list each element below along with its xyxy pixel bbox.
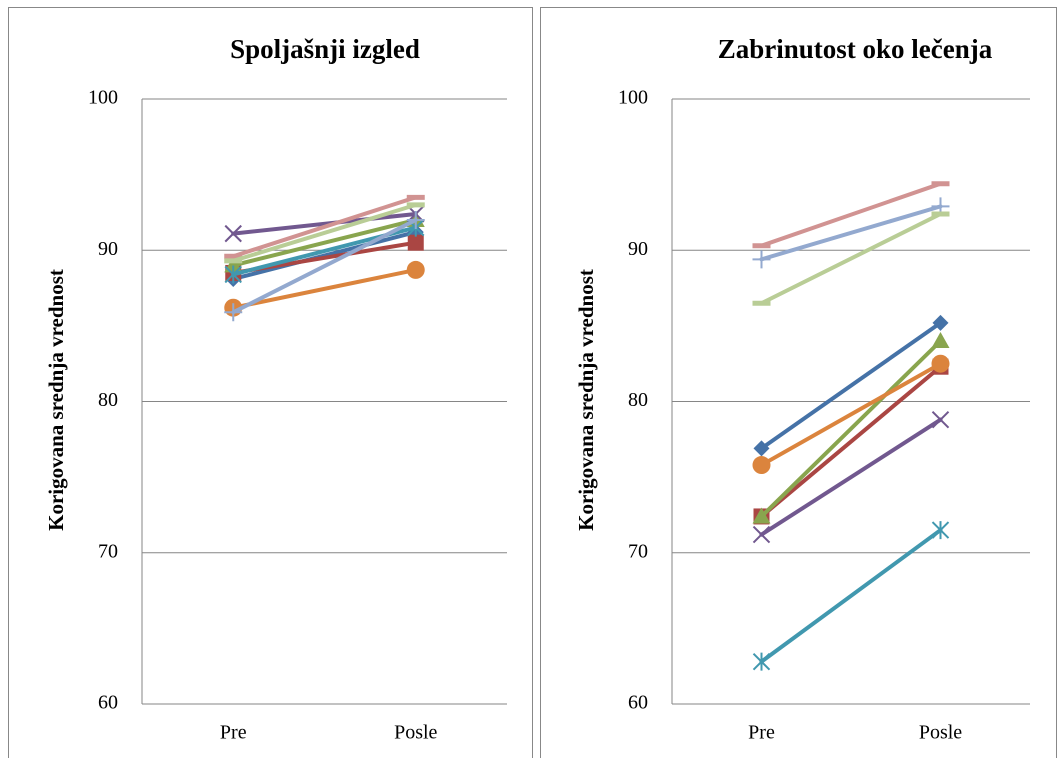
marker: [752, 456, 771, 475]
chart-title: Zabrinutost oko lečenja: [718, 34, 993, 64]
series-line: [759, 339, 943, 519]
marker: [931, 521, 950, 540]
series-line: [231, 195, 418, 259]
y-tick-label: 90: [98, 238, 118, 260]
series-line: [759, 364, 943, 519]
chart-title: Spoljašnji izgled: [230, 34, 420, 64]
series-line: [759, 211, 943, 306]
marker: [406, 211, 425, 229]
series-line: [759, 204, 943, 262]
marker: [752, 250, 771, 269]
marker: [224, 224, 242, 243]
series-line: [759, 417, 943, 537]
series-line: [231, 202, 418, 263]
panel-border: [540, 7, 1057, 763]
marker: [224, 303, 243, 322]
marker: [752, 525, 771, 544]
marker: [407, 234, 424, 251]
y-tick-label: 70: [628, 540, 648, 562]
x-tick-label: Posle: [919, 722, 962, 744]
marker: [224, 256, 243, 273]
marker: [931, 332, 950, 348]
y-tick-label: 60: [628, 692, 648, 714]
marker: [931, 354, 950, 373]
x-tick-label: Posle: [394, 722, 437, 744]
panel-border: [8, 7, 533, 763]
series-line: [759, 361, 943, 468]
series-line: [759, 181, 943, 248]
x-tick-label: Pre: [220, 722, 247, 744]
y-tick-label: 60: [98, 692, 118, 714]
y-tick-label: 90: [628, 238, 648, 260]
y-tick-label: 80: [98, 389, 118, 411]
marker: [753, 440, 770, 457]
y-tick-label: 70: [98, 540, 118, 562]
marker: [224, 265, 242, 284]
y-tick-label: 100: [88, 87, 118, 109]
y-axis-label: Korigovana srednja vrednost: [44, 269, 68, 531]
series-line: [231, 218, 418, 268]
series-line: [231, 230, 418, 281]
marker: [931, 410, 950, 429]
marker: [406, 260, 425, 279]
y-tick-label: 80: [628, 389, 648, 411]
y-axis-label: Korigovana srednja vrednost: [574, 269, 598, 531]
series-line: [231, 211, 418, 236]
marker: [752, 652, 771, 671]
series-line: [231, 267, 418, 310]
series-line: [759, 528, 943, 664]
x-tick-label: Pre: [748, 722, 775, 744]
series-line: [759, 320, 943, 451]
marker: [752, 507, 771, 524]
y-tick-label: 100: [618, 87, 648, 109]
marker: [932, 314, 949, 331]
series-line: [231, 218, 418, 315]
